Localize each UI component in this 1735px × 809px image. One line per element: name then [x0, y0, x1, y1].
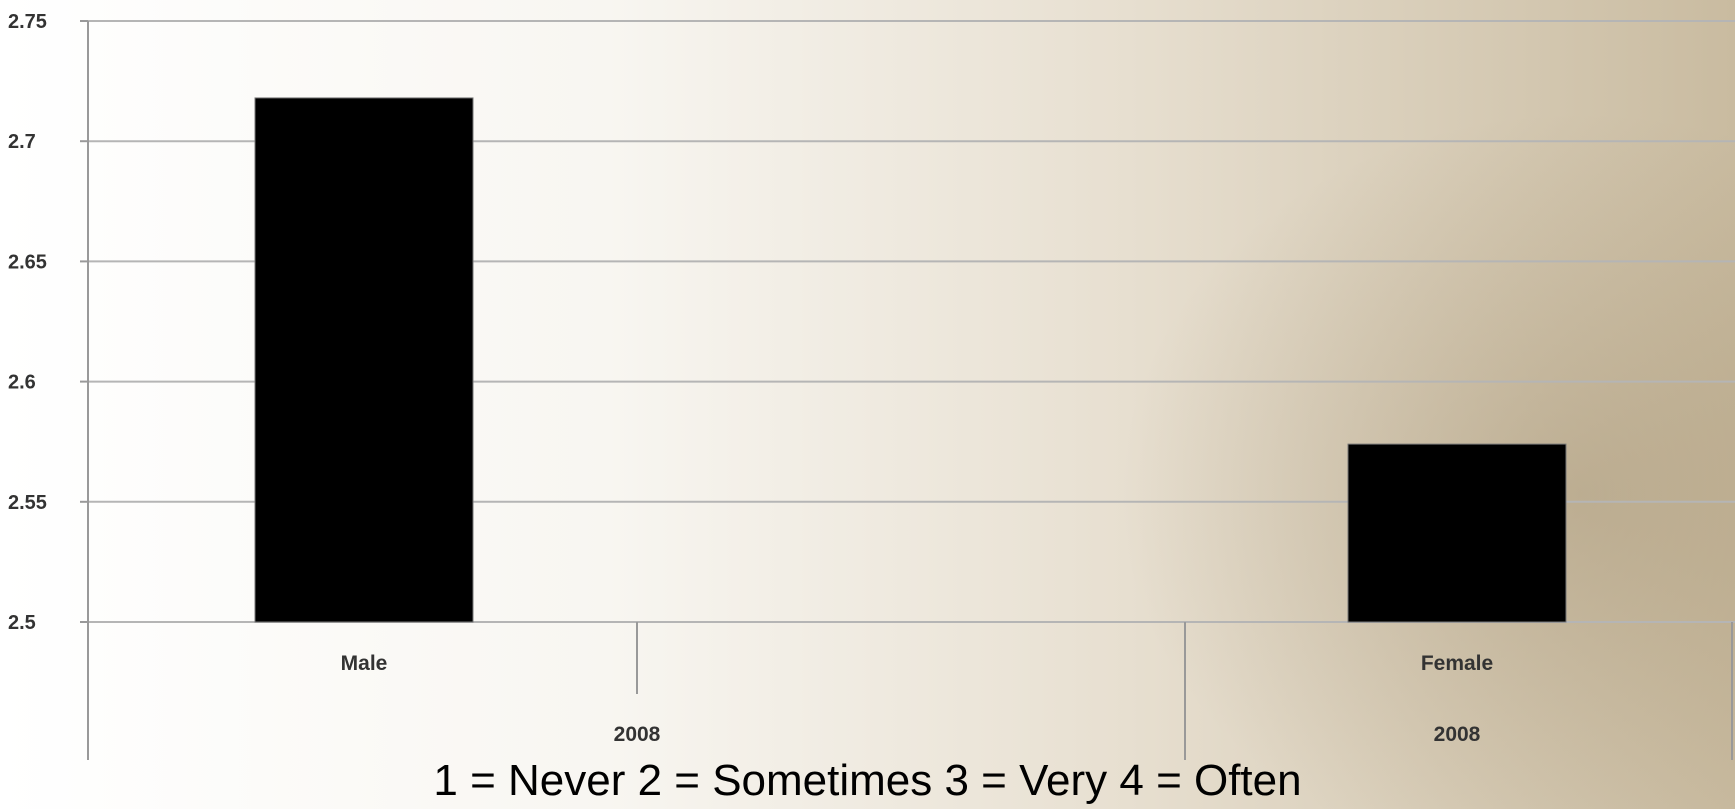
axes — [80, 20, 1733, 760]
bar-female — [1347, 443, 1567, 623]
y-tick-label: 2.6 — [8, 372, 36, 394]
bars — [254, 97, 1567, 623]
x-category-label: Male — [341, 652, 388, 675]
y-tick-label: 2.65 — [8, 251, 47, 273]
y-tick-label: 2.55 — [8, 492, 47, 514]
y-tick-label: 2.75 — [8, 11, 47, 33]
y-tick-label: 2.5 — [8, 612, 36, 634]
y-tick-label: 2.7 — [8, 131, 36, 153]
x-group-label: 2008 — [1434, 723, 1481, 746]
x-category-label: Female — [1421, 652, 1493, 675]
bar-chart: 2.5 2.55 2.6 2.65 2.7 2.75 Male Female 2008 2008 — [8, 11, 1735, 760]
bar-male — [254, 97, 474, 623]
scale-legend-caption: 1 = Never 2 = Sometimes 3 = Very 4 = Oft… — [433, 756, 1302, 805]
tick-labels: 2.5 2.55 2.6 2.65 2.7 2.75 Male Female 2008 2008 — [8, 11, 1493, 746]
x-group-label: 2008 — [614, 723, 661, 746]
